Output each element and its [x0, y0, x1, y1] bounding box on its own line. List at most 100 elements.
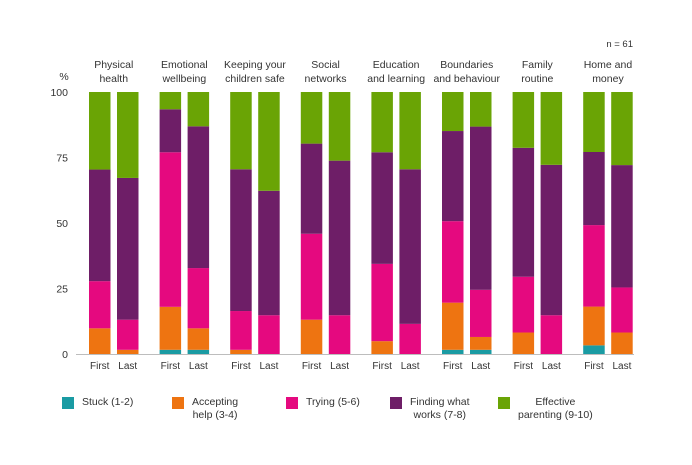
bar-label-g0-first: First — [90, 361, 110, 372]
bar-label-g4-last: Last — [401, 361, 420, 372]
bar-segment-g1-first-s2 — [159, 152, 182, 307]
bar-segment-g5-first-s1 — [442, 302, 464, 350]
bar-segment-g4-first-s3 — [371, 152, 393, 264]
group-title-5-line-0: Boundaries — [440, 59, 493, 71]
group-title-2-line-1: children safe — [225, 73, 285, 85]
group-title-6-line-0: Family — [522, 59, 554, 71]
bar-segment-g4-first-s4 — [371, 92, 393, 153]
bar-label-g7-last: Last — [612, 361, 631, 372]
legend-item-stuck: Stuck (1-2) — [62, 396, 133, 409]
bar-segment-g5-last-s4 — [470, 92, 492, 127]
bar-segment-g1-first-s3 — [159, 109, 182, 153]
bar-segment-g3-first-s2 — [300, 233, 323, 320]
legend-label-accepting-help: Accepting help (3-4) — [192, 396, 239, 421]
bar-segment-g3-last-s3 — [328, 160, 351, 316]
bar-segment-g6-first-s3 — [512, 147, 535, 277]
bar-segment-g2-first-s1 — [230, 349, 252, 354]
bar-segment-g0-last-s2 — [117, 319, 139, 350]
group-title-6-line-1: routine — [521, 73, 553, 85]
bar-segment-g6-last-s2 — [540, 315, 563, 354]
legend-swatch-finding-what-works — [390, 397, 402, 409]
bar-label-g1-last: Last — [189, 361, 208, 372]
bar-segment-g7-last-s2 — [611, 287, 633, 333]
legend-item-effective-parenting: Effective parenting (9-10) — [498, 396, 593, 422]
group-title-5-line-1: and behaviour — [433, 73, 500, 85]
bar-segment-g6-first-s4 — [512, 92, 535, 148]
legend-item-accepting-help: Accepting help (3-4) — [172, 396, 238, 422]
bar-segment-g4-last-s4 — [399, 92, 421, 170]
y-tick-label-100: 100 — [50, 87, 68, 99]
bar-segment-g0-last-s1 — [117, 349, 139, 354]
bar-segment-g4-first-s2 — [371, 263, 393, 342]
bar-label-g4-first: First — [372, 361, 392, 372]
bar-label-g3-first: First — [302, 361, 322, 372]
bar-segment-g2-last-s2 — [258, 315, 280, 354]
bar-segment-g7-last-s1 — [611, 332, 633, 354]
bar-segment-g5-last-s0 — [470, 349, 492, 354]
bar-segment-g0-first-s4 — [89, 92, 111, 170]
bar-segment-g3-last-s4 — [328, 92, 351, 161]
group-title-2-line-0: Keeping your — [224, 59, 286, 71]
group-title-7-line-1: money — [592, 73, 624, 85]
bar-segment-g7-first-s4 — [583, 92, 605, 152]
bar-segment-g3-first-s3 — [300, 143, 323, 234]
group-title-1-line-1: wellbeing — [161, 73, 206, 85]
y-tick-label-0: 0 — [62, 349, 68, 361]
bar-segment-g5-first-s3 — [442, 131, 464, 222]
bar-segment-g4-first-s1 — [371, 341, 393, 354]
bar-segment-g5-last-s2 — [470, 289, 492, 337]
bar-segment-g7-first-s2 — [583, 225, 605, 307]
bar-segment-g6-last-s3 — [540, 164, 563, 316]
bar-label-g3-last: Last — [330, 361, 349, 372]
sample-size-label: n = 61 — [606, 39, 633, 50]
bar-segment-g3-first-s1 — [300, 319, 323, 354]
bar-segment-g5-first-s4 — [442, 92, 464, 132]
y-tick-label-75: 75 — [56, 153, 68, 165]
bar-segment-g1-last-s0 — [187, 349, 210, 354]
legend-label-trying: Trying (5-6) — [306, 396, 360, 408]
bar-label-g2-last: Last — [259, 361, 278, 372]
bar-segment-g7-first-s3 — [583, 151, 605, 226]
bar-segment-g1-first-s4 — [159, 92, 182, 110]
bar-segment-g1-first-s1 — [159, 306, 182, 350]
bar-segment-g0-last-s4 — [117, 92, 139, 178]
bar-label-g6-first: First — [514, 361, 534, 372]
bar-segment-g2-last-s3 — [258, 190, 280, 316]
legend-swatch-accepting-help — [172, 397, 184, 409]
legend-swatch-trying — [286, 397, 298, 409]
legend-item-trying: Trying (5-6) — [286, 396, 360, 409]
legend-label-finding-what-works: Finding what works (7-8) — [410, 396, 470, 421]
bar-segment-g6-first-s1 — [512, 332, 535, 354]
bar-segment-g0-last-s3 — [117, 177, 139, 320]
bar-label-g0-last: Last — [118, 361, 137, 372]
bar-segment-g1-last-s1 — [187, 328, 210, 350]
bar-segment-g4-last-s3 — [399, 169, 421, 324]
bar-segment-g0-first-s2 — [89, 281, 111, 329]
y-tick-label-25: 25 — [56, 284, 68, 296]
bar-segment-g0-first-s3 — [89, 169, 111, 282]
bar-segment-g2-first-s4 — [230, 92, 252, 170]
bar-segment-g7-first-s1 — [583, 306, 605, 346]
bar-segment-g0-first-s1 — [89, 328, 111, 354]
group-title-3-line-1: networks — [305, 73, 347, 85]
group-title-0-line-1: health — [99, 73, 128, 85]
group-title-1-line-0: Emotional — [161, 59, 208, 71]
bar-segment-g6-first-s2 — [512, 276, 535, 333]
y-axis-unit-label: % — [59, 71, 68, 83]
legend-swatch-stuck — [62, 397, 74, 409]
bar-segment-g5-first-s2 — [442, 221, 464, 303]
bar-segment-g7-last-s4 — [611, 92, 633, 166]
bar-segment-g5-last-s3 — [470, 126, 492, 290]
legend-label-stuck: Stuck (1-2) — [82, 396, 134, 408]
bar-segment-g3-last-s2 — [328, 315, 351, 354]
bar-segment-g3-first-s4 — [300, 92, 323, 144]
legend: Stuck (1-2) Accepting help (3-4) Trying … — [62, 396, 662, 426]
legend-swatch-effective-parenting — [498, 397, 510, 409]
bar-label-g5-last: Last — [471, 361, 490, 372]
legend-item-finding-what-works: Finding what works (7-8) — [390, 396, 470, 422]
bar-label-g1-first: First — [161, 361, 181, 372]
bar-label-g7-first: First — [584, 361, 604, 372]
bar-segment-g1-last-s2 — [187, 268, 210, 329]
bar-segment-g1-last-s3 — [187, 126, 210, 269]
